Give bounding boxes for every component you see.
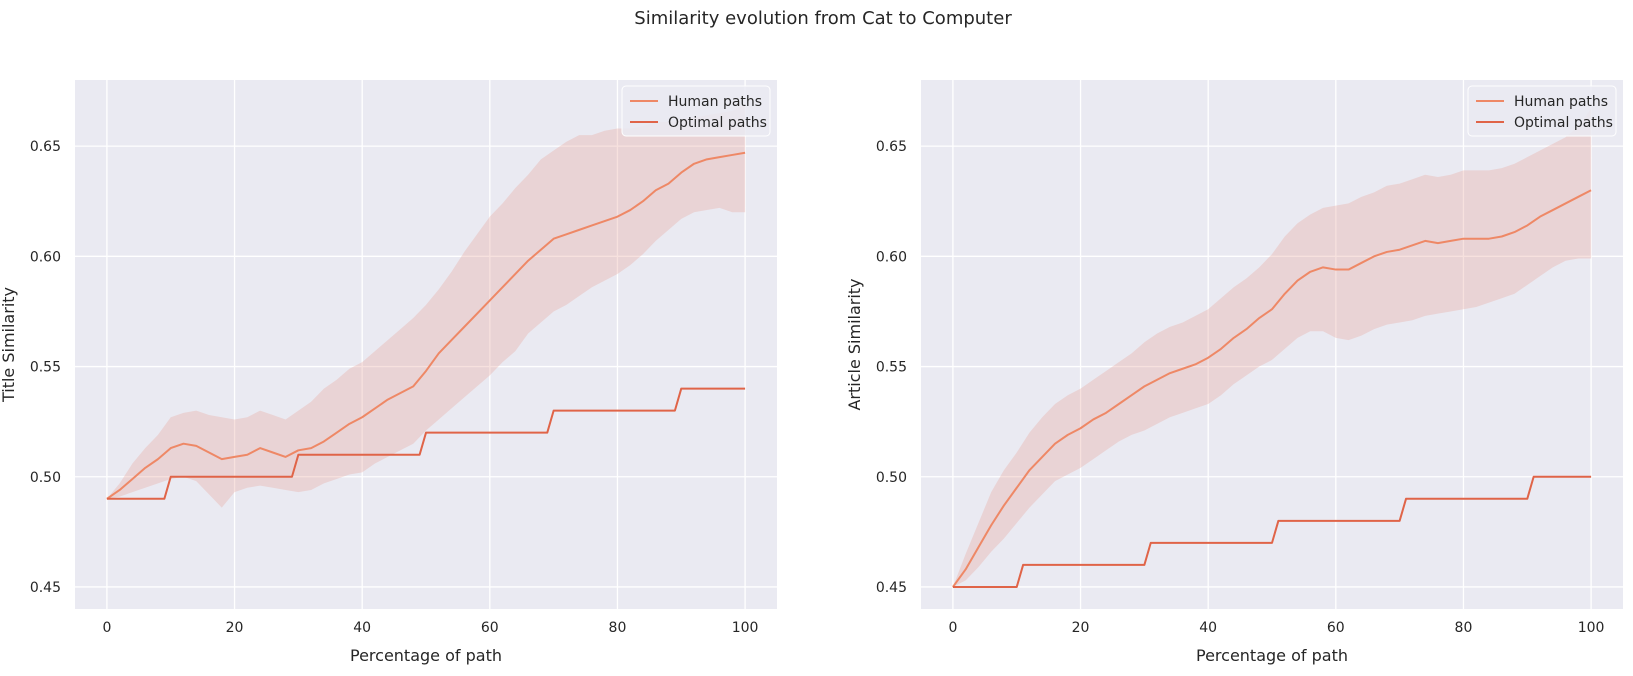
y-tick-label: 0.45 bbox=[30, 580, 61, 596]
x-tick-label: 100 bbox=[1578, 620, 1605, 636]
y-tick-label: 0.65 bbox=[876, 139, 907, 155]
y-axis-label: Article Similarity bbox=[845, 278, 864, 410]
y-tick-label: 0.60 bbox=[30, 249, 61, 265]
x-axis-label: Percentage of path bbox=[1196, 646, 1348, 665]
confidence-bands bbox=[106, 104, 746, 508]
series-line bbox=[106, 151, 746, 500]
confidence-band bbox=[952, 108, 1592, 587]
x-tick-label: 80 bbox=[609, 620, 627, 636]
x-axis-ticks: 0 20 40 60 80 100 bbox=[102, 620, 758, 636]
legend-box bbox=[1467, 85, 1617, 137]
x-tick-label: 60 bbox=[481, 620, 499, 636]
y-tick-label: 0.60 bbox=[876, 249, 907, 265]
y-tick-label: 0.55 bbox=[876, 360, 907, 376]
plot-background bbox=[75, 80, 777, 609]
confidence-bands bbox=[952, 108, 1592, 587]
y-axis-ticks: 0.45 0.50 0.55 0.60 0.65 bbox=[30, 139, 61, 596]
figure-title: Similarity evolution from Cat to Compute… bbox=[634, 8, 1012, 29]
x-tick-label: 20 bbox=[226, 620, 244, 636]
x-tick-label: 0 bbox=[948, 620, 957, 636]
legend-box bbox=[621, 85, 771, 137]
series-line bbox=[106, 387, 746, 500]
x-tick-label: 20 bbox=[1072, 620, 1090, 636]
y-tick-label: 0.65 bbox=[30, 139, 61, 155]
title-similarity-panel: 0 20 40 60 80 100 0.45 0.50 0.55 0.60 0.65 Percen… bbox=[0, 80, 777, 665]
series-lines bbox=[106, 151, 746, 500]
x-tick-label: 100 bbox=[732, 620, 759, 636]
legend: Human paths Optimal paths bbox=[621, 85, 771, 137]
x-tick-label: 40 bbox=[353, 620, 371, 636]
y-tick-label: 0.45 bbox=[876, 580, 907, 596]
series-line bbox=[952, 189, 1592, 588]
x-axis-label: Percentage of path bbox=[350, 646, 502, 665]
x-axis-ticks: 0 20 40 60 80 100 bbox=[948, 620, 1604, 636]
y-axis-label: Title Similarity bbox=[0, 287, 18, 403]
y-axis-ticks: 0.45 0.50 0.55 0.60 0.65 bbox=[876, 139, 907, 596]
legend-label: Human paths bbox=[668, 94, 762, 110]
series-lines bbox=[952, 189, 1592, 588]
legend-label: Optimal paths bbox=[1514, 115, 1613, 131]
series-line bbox=[952, 475, 1592, 588]
y-tick-label: 0.50 bbox=[876, 470, 907, 486]
plot-background bbox=[921, 80, 1623, 609]
y-tick-label: 0.50 bbox=[30, 470, 61, 486]
legend-label: Human paths bbox=[1514, 94, 1608, 110]
legend: Human paths Optimal paths bbox=[1467, 85, 1617, 137]
x-tick-label: 60 bbox=[1327, 620, 1345, 636]
confidence-band bbox=[106, 104, 746, 508]
y-tick-label: 0.55 bbox=[30, 360, 61, 376]
legend-label: Optimal paths bbox=[668, 115, 767, 131]
article-similarity-panel: 0 20 40 60 80 100 0.45 0.50 0.55 0.60 0.65 Percen… bbox=[845, 80, 1623, 665]
grid bbox=[921, 80, 1623, 609]
x-tick-label: 40 bbox=[1199, 620, 1217, 636]
x-tick-label: 80 bbox=[1455, 620, 1473, 636]
x-tick-label: 0 bbox=[102, 620, 111, 636]
